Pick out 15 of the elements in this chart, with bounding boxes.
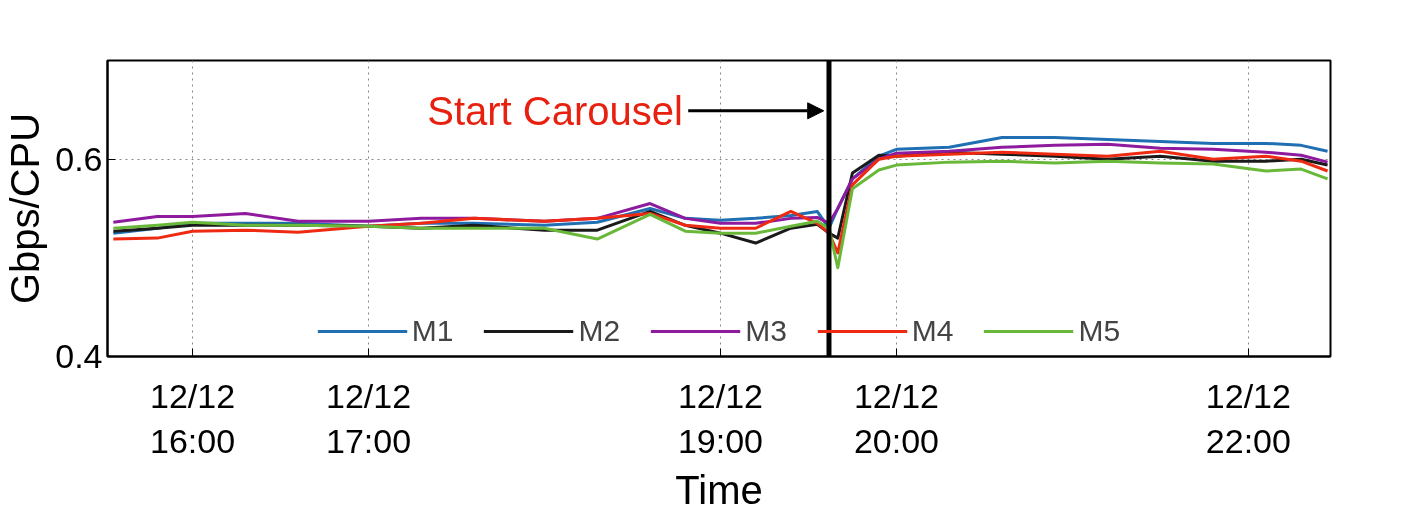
- y-tick-label: 0.4: [55, 337, 103, 375]
- legend-label: M4: [911, 314, 954, 348]
- x-axis-title: Time: [675, 468, 763, 513]
- y-axis-title: Gbps/CPU: [3, 112, 48, 305]
- ref-line-label: Start Carousel: [427, 88, 683, 133]
- x-tick-label: 12/12 19:00: [677, 376, 764, 461]
- legend-label: M3: [745, 314, 787, 348]
- y-tick-label: 0.6: [55, 139, 103, 178]
- x-tick-label: 12/12 16:00: [150, 376, 236, 461]
- x-tick-label: 12/12 17:00: [325, 376, 412, 461]
- legend-label: M1: [411, 314, 454, 348]
- x-tick-label: 12/12 20:00: [853, 376, 939, 461]
- legend-label: M5: [1078, 314, 1121, 348]
- legend-label: M2: [578, 314, 621, 348]
- x-tick-label: 12/12 22:00: [1205, 376, 1291, 461]
